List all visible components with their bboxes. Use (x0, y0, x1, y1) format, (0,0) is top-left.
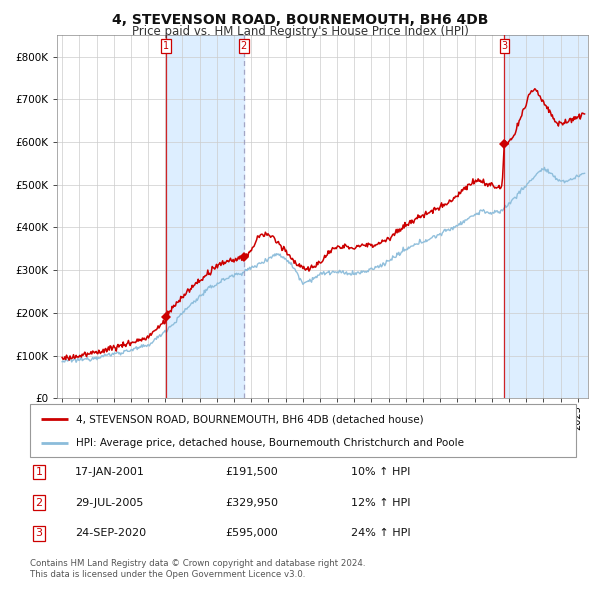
Text: 12% ↑ HPI: 12% ↑ HPI (351, 498, 410, 507)
Text: HPI: Average price, detached house, Bournemouth Christchurch and Poole: HPI: Average price, detached house, Bour… (76, 438, 464, 448)
Text: 10% ↑ HPI: 10% ↑ HPI (351, 467, 410, 477)
Text: 1: 1 (35, 467, 43, 477)
Text: 3: 3 (35, 529, 43, 538)
Bar (505, 35, 588, 398)
Text: 4, STEVENSON ROAD, BOURNEMOUTH, BH6 4DB: 4, STEVENSON ROAD, BOURNEMOUTH, BH6 4DB (112, 13, 488, 27)
Text: 3: 3 (501, 41, 508, 51)
Text: 4, STEVENSON ROAD, BOURNEMOUTH, BH6 4DB (detached house): 4, STEVENSON ROAD, BOURNEMOUTH, BH6 4DB … (76, 414, 424, 424)
Text: Price paid vs. HM Land Registry's House Price Index (HPI): Price paid vs. HM Land Registry's House … (131, 25, 469, 38)
Text: 2: 2 (35, 498, 43, 507)
Text: Contains HM Land Registry data © Crown copyright and database right 2024.: Contains HM Land Registry data © Crown c… (30, 559, 365, 568)
Text: £191,500: £191,500 (225, 467, 278, 477)
Text: £329,950: £329,950 (225, 498, 278, 507)
Text: 24% ↑ HPI: 24% ↑ HPI (351, 529, 410, 538)
Text: This data is licensed under the Open Government Licence v3.0.: This data is licensed under the Open Gov… (30, 571, 305, 579)
Bar (166, 35, 244, 398)
Text: £595,000: £595,000 (225, 529, 278, 538)
Text: 1: 1 (163, 41, 169, 51)
Text: 2: 2 (241, 41, 247, 51)
Text: 24-SEP-2020: 24-SEP-2020 (75, 529, 146, 538)
FancyBboxPatch shape (30, 404, 576, 457)
Text: 29-JUL-2005: 29-JUL-2005 (75, 498, 143, 507)
Text: 17-JAN-2001: 17-JAN-2001 (75, 467, 145, 477)
